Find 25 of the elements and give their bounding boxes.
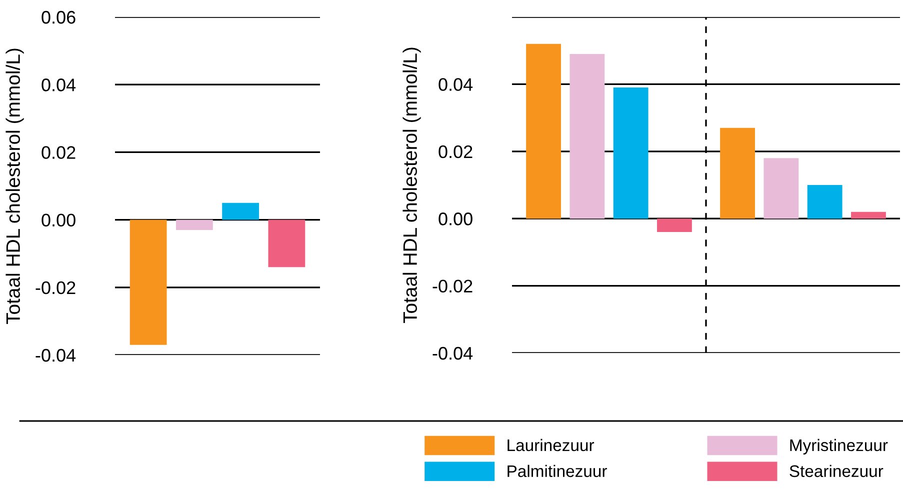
y-tick-label: -0.04 (36, 348, 76, 362)
bar (570, 54, 605, 219)
bar (657, 218, 692, 232)
y-tick-label: 0.02 (438, 145, 472, 158)
legend-label: Stearinezuur (790, 464, 884, 478)
y-axis-title: Totaal HDL cholesterol (mmol/L) (6, 48, 24, 324)
bar (851, 212, 886, 219)
y-tick-label: -0.02 (432, 280, 472, 293)
y-tick-label: 0.04 (42, 78, 76, 92)
legend-label: Palmitinezuur (508, 464, 607, 478)
y-tick-label: -0.04 (432, 346, 473, 360)
y-tick-label: 0.04 (438, 78, 473, 91)
y-tick-label: 0.00 (438, 212, 472, 226)
legend-label: Laurinezuur (508, 438, 594, 452)
bar (613, 88, 648, 219)
bar (764, 158, 799, 219)
bar (807, 185, 842, 219)
y-tick-label: -0.02 (36, 281, 76, 294)
legend-label: Myristinezuur (790, 438, 888, 454)
y-tick-label: 0.06 (42, 10, 76, 24)
bar (720, 128, 755, 219)
y-axis-title: Totaal HDL cholesterol (mmol/L) (402, 48, 421, 324)
bar (526, 44, 561, 219)
y-tick-label: 0.00 (42, 214, 76, 227)
y-tick-label: 0.02 (42, 146, 76, 159)
